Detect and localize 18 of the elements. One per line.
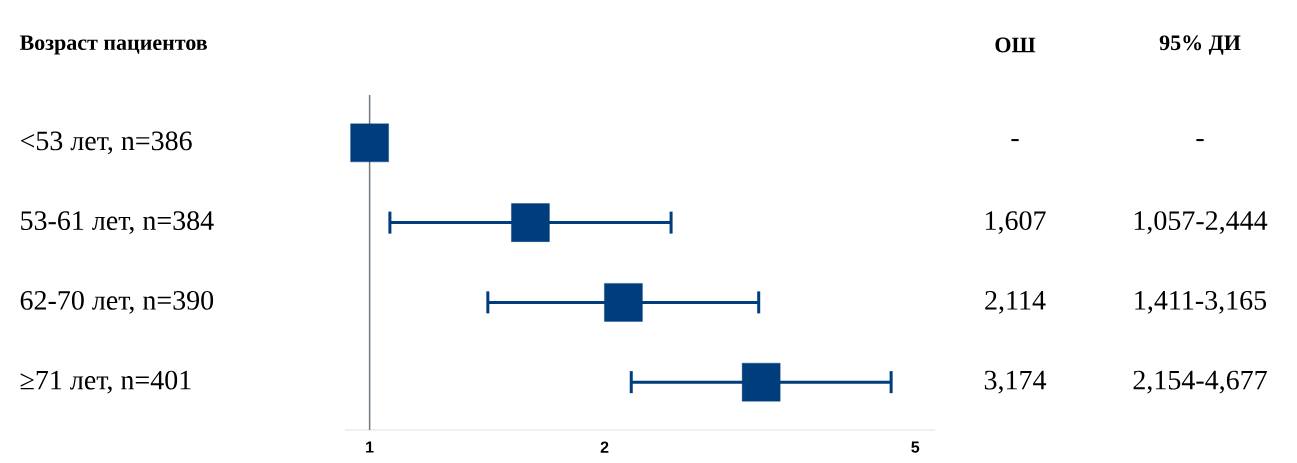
text: Возраст пациентов	[19, 35, 207, 55]
text: -	[1011, 139, 1019, 142]
x-tick-label: 1	[366, 441, 374, 453]
y-tick-label: 53-61 лет, n=384	[21, 211, 214, 235]
text: 1,411-3,165	[1135, 290, 1267, 314]
text: 1,607	[985, 211, 1046, 235]
y-tick-label: ≥71 лет, n=401	[20, 370, 191, 394]
text: 2,114	[985, 290, 1046, 314]
x-tick-label: 2	[600, 441, 609, 453]
text: ОШ	[995, 37, 1036, 53]
text: -	[1196, 139, 1204, 142]
y-tick-label: <53 лет, n=386	[20, 131, 192, 155]
text: 95% ДИ	[1159, 35, 1241, 55]
text: 2,154-4,677	[1133, 370, 1267, 394]
text: 1,057-2,444	[1134, 211, 1268, 235]
y-tick-label: 62-70 лет, n=390	[20, 290, 214, 314]
text: 3,174	[984, 370, 1047, 394]
x-tick-label: 5	[911, 441, 920, 453]
